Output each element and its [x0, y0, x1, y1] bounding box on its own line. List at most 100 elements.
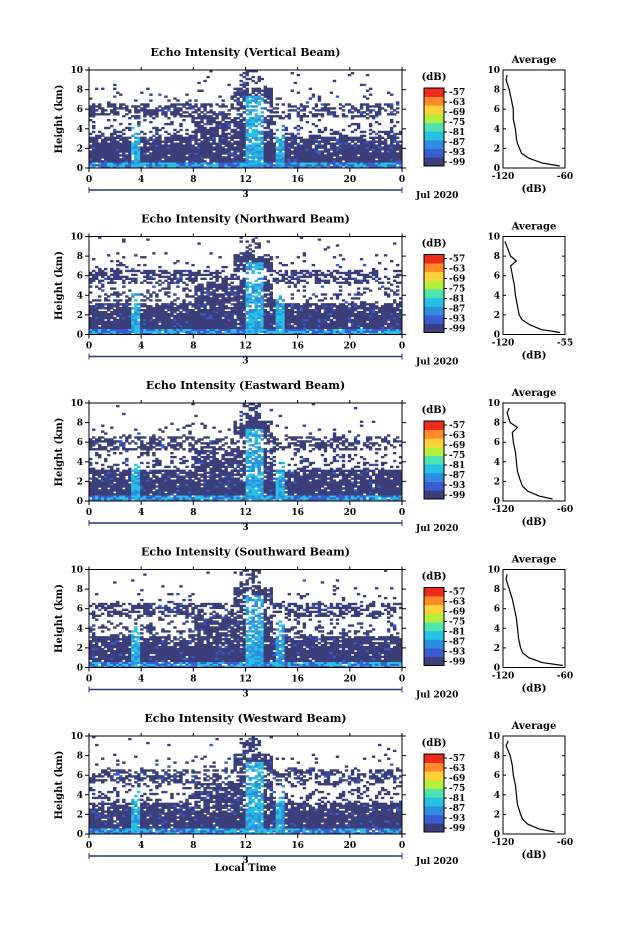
heatmap-cell [131, 142, 135, 145]
heatmap-cell [161, 318, 165, 322]
heatmap-cell [356, 269, 361, 273]
heatmap-cell [140, 138, 144, 141]
heatmap-cell [248, 263, 252, 267]
heatmap-cell [185, 320, 189, 324]
heatmap-cell [314, 316, 319, 320]
heatmap-cell [395, 132, 400, 136]
heatmap-cell [266, 263, 270, 267]
heatmap-cell [347, 124, 352, 128]
heatmap-cell [131, 330, 135, 333]
heatmap-cell [158, 310, 162, 314]
heatmap-cell [212, 307, 216, 310]
heatmap-cell [374, 324, 379, 328]
heatmap-cell [239, 258, 243, 261]
heatmap-cell [110, 281, 114, 284]
heatmap-cell [98, 152, 102, 155]
heatmap-cell [146, 307, 150, 310]
heatmap-cell [245, 166, 249, 169]
heatmap-cell [383, 303, 388, 306]
heatmap-cell [143, 154, 147, 157]
heatmap-cell [140, 152, 144, 155]
heatmap-cell [290, 275, 295, 279]
heatmap-cell [275, 312, 280, 316]
heatmap-cell [302, 138, 307, 141]
heatmap-cell [266, 265, 270, 269]
heatmap-cell [359, 273, 364, 277]
heatmap-cell [158, 307, 162, 310]
heatmap-cell [236, 277, 240, 281]
heatmap-cell [305, 326, 310, 330]
heatmap-cell [392, 316, 397, 320]
x-tick-label: 20 [344, 175, 357, 185]
heatmap-cell [254, 246, 258, 249]
heatmap-cell [287, 156, 292, 159]
heatmap-cell [371, 148, 376, 151]
heatmap-cell [329, 312, 334, 316]
heatmap-cell [269, 330, 273, 333]
heatmap-cell [227, 144, 231, 147]
heatmap-cell [326, 164, 331, 167]
heatmap-cell [107, 324, 111, 328]
heatmap-cell [257, 263, 261, 267]
heatmap-cell [365, 107, 370, 110]
heatmap-cell [395, 322, 400, 326]
heatmap-cell [254, 105, 258, 108]
heatmap-cell [254, 310, 258, 314]
heatmap-cell [266, 89, 270, 92]
heatmap-cell [338, 332, 343, 335]
heatmap-cell [386, 328, 391, 331]
heatmap-cell [365, 162, 370, 165]
heatmap-cell [248, 254, 252, 257]
heatmap-cell [260, 289, 264, 292]
heatmap-cell [119, 134, 123, 138]
heatmap-cell [122, 309, 126, 312]
heatmap-cell [245, 240, 249, 243]
heatmap-cell [101, 332, 105, 335]
heatmap-cell [356, 310, 361, 314]
heatmap-cell [242, 314, 246, 318]
heatmap-cell [284, 126, 289, 130]
heatmap-cell [149, 158, 153, 161]
heatmap-cell [245, 91, 249, 94]
heatmap-cell [227, 109, 231, 112]
heatmap-cell [263, 332, 267, 335]
heatmap-cell [299, 103, 304, 106]
heatmap-cell [137, 316, 141, 320]
heatmap-cell [209, 115, 213, 118]
heatmap-cell [98, 150, 102, 153]
heatmap-cell [293, 320, 298, 324]
heatmap-cell [164, 164, 168, 167]
heatmap-cell [239, 152, 243, 155]
heatmap-cell [371, 109, 376, 112]
heatmap-cell [299, 119, 304, 122]
heatmap-cell [281, 299, 286, 302]
heatmap-cell [287, 150, 292, 153]
heatmap-cell [167, 99, 171, 102]
heatmap-cell [386, 134, 391, 138]
heatmap-cell [119, 154, 123, 157]
heatmap-cell [326, 113, 331, 116]
heatmap-cell [125, 309, 129, 312]
heatmap-cell [146, 277, 150, 281]
heatmap-cell [266, 152, 270, 155]
heatmap-cell [344, 320, 349, 324]
heatmap-cell [365, 148, 370, 151]
heatmap-cell [230, 328, 234, 331]
heatmap-cell [203, 154, 207, 157]
heatmap-cell [242, 105, 246, 108]
heatmap-cell [389, 105, 394, 108]
heatmap-cell [221, 113, 225, 116]
heatmap-cell [347, 316, 352, 320]
heatmap-cell [215, 283, 219, 286]
heatmap-cell [188, 105, 192, 108]
heatmap-cell [323, 273, 328, 277]
heatmap-cell [209, 130, 213, 134]
heatmap-cell [263, 326, 267, 330]
heatmap-cell [188, 303, 192, 306]
heatmap-cell [125, 299, 129, 302]
heatmap-cell [266, 320, 270, 324]
heatmap-cell [251, 70, 255, 73]
heatmap-cell [389, 314, 394, 318]
heatmap-cell [188, 158, 192, 161]
heatmap-cell [368, 275, 373, 279]
